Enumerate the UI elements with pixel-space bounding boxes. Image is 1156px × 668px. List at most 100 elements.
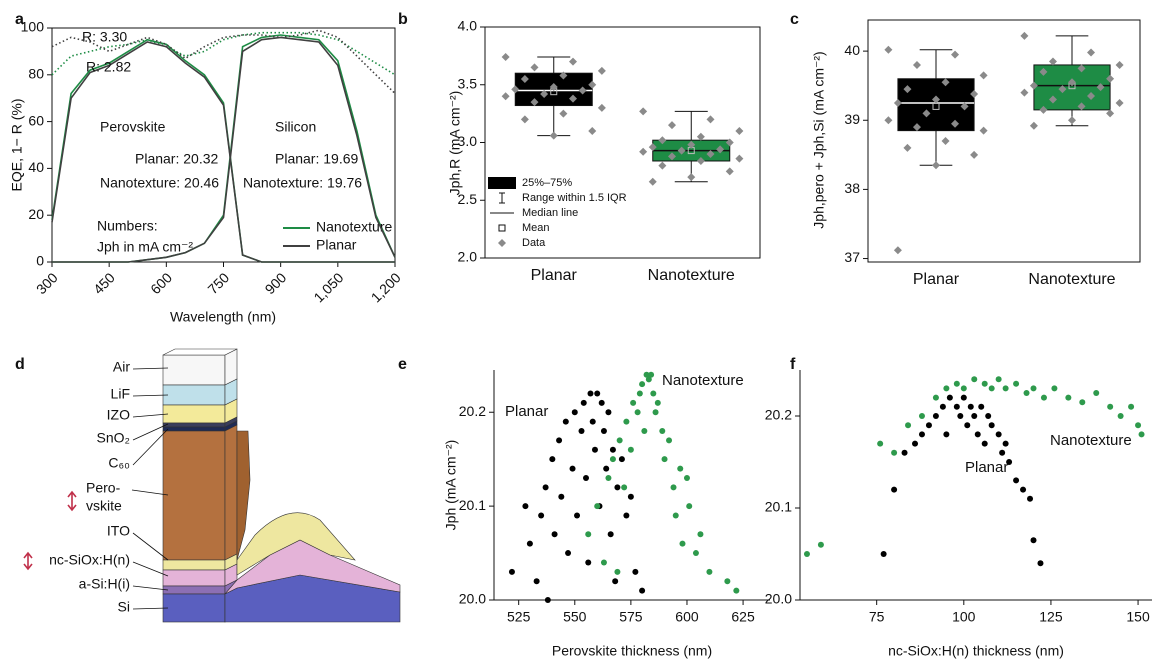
scatter-point bbox=[971, 376, 978, 383]
scatter-point bbox=[683, 474, 690, 481]
scatter-point bbox=[609, 446, 616, 453]
data-point bbox=[639, 147, 648, 156]
leader-line bbox=[131, 489, 169, 496]
data-point bbox=[501, 53, 510, 62]
scatter-point bbox=[706, 568, 713, 575]
layer-front bbox=[162, 384, 226, 406]
x-tick-label: 750 bbox=[204, 269, 232, 297]
layer-front bbox=[162, 430, 226, 561]
scatter-point bbox=[918, 431, 925, 438]
scatter-point bbox=[891, 449, 898, 456]
pero-side bbox=[236, 430, 251, 561]
scatter-point bbox=[686, 503, 693, 510]
data-point bbox=[578, 86, 587, 95]
data-point bbox=[501, 92, 510, 101]
scatter-point bbox=[562, 418, 569, 425]
scatter-point bbox=[943, 385, 950, 392]
x-tick-label: Nanotexture bbox=[648, 267, 735, 284]
series-label: Nanotexture bbox=[662, 372, 744, 389]
scatter-point bbox=[677, 465, 684, 472]
scatter-point bbox=[1030, 537, 1037, 544]
scatter-point bbox=[943, 431, 950, 438]
scatter-point bbox=[627, 493, 634, 500]
data-point bbox=[922, 109, 931, 118]
data-point bbox=[970, 89, 979, 98]
x-tick-label: 525 bbox=[507, 609, 531, 625]
leader-line bbox=[132, 561, 169, 577]
scatter-point bbox=[1023, 390, 1030, 396]
scatter-point bbox=[995, 376, 1002, 383]
data-point bbox=[1020, 31, 1029, 40]
scatter-point bbox=[901, 449, 908, 456]
scatter-point bbox=[623, 512, 630, 519]
annotation: Nanotexture: 19.76 bbox=[243, 175, 362, 191]
scatter-point bbox=[670, 484, 677, 491]
data-point bbox=[677, 146, 686, 155]
layer-label: Si bbox=[118, 599, 130, 615]
y-axis-title: EQE, 1− R (%) bbox=[9, 99, 25, 192]
scatter-point bbox=[616, 437, 623, 444]
data-point bbox=[716, 145, 725, 154]
scatter-point bbox=[1027, 495, 1034, 502]
scatter-point bbox=[636, 390, 643, 397]
data-point bbox=[1048, 57, 1057, 66]
scatter-point bbox=[594, 503, 601, 510]
layer-front bbox=[162, 354, 226, 386]
data-point bbox=[912, 60, 921, 69]
legend-swatch bbox=[498, 224, 506, 232]
annotation: R: 2.82 bbox=[86, 59, 131, 75]
data-point bbox=[1087, 48, 1096, 57]
scatter-point bbox=[679, 540, 686, 547]
eqe-line bbox=[51, 31, 396, 76]
data-point bbox=[520, 74, 529, 83]
data-point bbox=[1020, 88, 1029, 97]
panel-label: e bbox=[398, 356, 407, 373]
y-tick-label: 3.0 bbox=[458, 133, 478, 149]
panel-label: d bbox=[15, 356, 25, 373]
y-tick-label: 100 bbox=[21, 19, 45, 35]
scatter-point bbox=[526, 540, 533, 547]
y-tick-label: 80 bbox=[28, 66, 44, 82]
scatter-point bbox=[988, 385, 995, 392]
scatter-point bbox=[645, 376, 652, 383]
layer-label: Air bbox=[113, 359, 130, 375]
annotation: Numbers: bbox=[97, 218, 158, 234]
data-point bbox=[668, 121, 676, 130]
ito-dome bbox=[236, 512, 356, 576]
data-point bbox=[735, 154, 744, 163]
y-tick-label: 60 bbox=[28, 112, 44, 128]
data-point bbox=[648, 143, 657, 152]
scatter-point bbox=[666, 437, 673, 444]
y-tick-label: 20.1 bbox=[765, 499, 792, 515]
data-point bbox=[530, 63, 539, 72]
scatter-point bbox=[672, 512, 679, 519]
scatter-point bbox=[1030, 385, 1037, 392]
layer-label: LiF bbox=[111, 386, 130, 402]
scatter-point bbox=[650, 390, 657, 397]
asi-layer bbox=[224, 539, 401, 595]
data-point bbox=[979, 71, 988, 80]
scatter-point bbox=[661, 456, 668, 463]
scatter-point bbox=[978, 403, 985, 410]
scatter-point bbox=[551, 531, 558, 538]
data-point bbox=[1106, 74, 1115, 83]
leader-line bbox=[132, 607, 169, 610]
scatter-point bbox=[1002, 385, 1009, 392]
leader-line bbox=[132, 394, 169, 397]
scatter-point bbox=[600, 559, 607, 566]
scatter-point bbox=[1051, 385, 1058, 392]
data-point bbox=[912, 123, 921, 132]
scatter-point bbox=[960, 385, 967, 392]
data-point bbox=[540, 89, 549, 98]
scatter-point bbox=[594, 390, 601, 397]
data-point bbox=[979, 126, 988, 135]
layer-label: C₆₀ bbox=[108, 455, 130, 471]
scatter-point bbox=[605, 409, 612, 416]
data-point bbox=[520, 115, 529, 124]
scatter-point bbox=[912, 440, 919, 447]
scatter-point bbox=[1006, 459, 1013, 465]
data-point bbox=[569, 94, 577, 103]
scatter-point bbox=[627, 446, 634, 453]
data-point bbox=[932, 161, 940, 170]
scatter-point bbox=[971, 413, 978, 419]
